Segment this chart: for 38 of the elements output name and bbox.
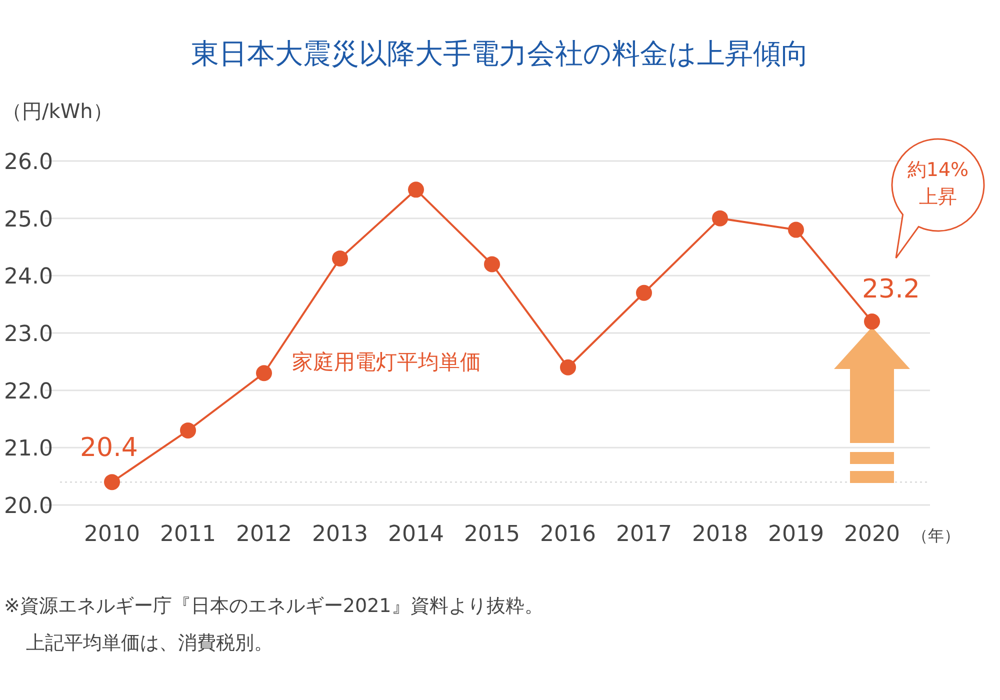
y-tick-label: 24.0 (4, 264, 53, 290)
x-tick-label: 2011 (160, 522, 216, 547)
x-axis-title: （年） (912, 526, 960, 545)
point (256, 365, 272, 382)
point (560, 359, 576, 376)
y-tick-label: 25.0 (4, 207, 53, 232)
data-label: 23.2 (862, 274, 920, 305)
point (712, 210, 728, 226)
point (864, 314, 880, 330)
x-tick-label: 2016 (540, 522, 596, 547)
x-tick-label: 2019 (768, 522, 824, 547)
x-tick-label: 2012 (236, 522, 292, 547)
y-tick-label: 23.0 (4, 322, 53, 347)
text: ※資源エネルギー庁『日本のエネルギー2021』資料より抜粋。 (4, 595, 544, 617)
chart-title: 東日本大震災以降大手電力会社の料金は上昇傾向 (191, 37, 809, 70)
y-tick-label: 20.0 (4, 494, 53, 519)
x-tick-label: 2013 (312, 522, 368, 547)
point (788, 222, 804, 238)
x-tick-label: 2020 (844, 522, 900, 547)
point (332, 250, 348, 266)
x-tick-label: 2017 (616, 522, 672, 547)
x-tick-label: 2010 (84, 522, 140, 547)
x-tick-label: 2018 (692, 522, 748, 547)
y-tick-label: 22.0 (4, 379, 53, 404)
y-axis-title: （円/kWh） (2, 99, 113, 123)
point (180, 422, 196, 438)
annotation: 約14%上昇 (906, 158, 970, 210)
series-label: 家庭用電灯平均単価 (292, 350, 481, 374)
x-tick-label: 2014 (388, 522, 444, 547)
point (408, 182, 424, 198)
x-tick-label: 2015 (464, 522, 520, 547)
data-label: 20.4 (80, 433, 138, 464)
point (104, 474, 120, 490)
text: 上記平均単価は、消費税別。 (26, 632, 273, 654)
y-tick-label: 26.0 (4, 150, 53, 175)
y-tick-label: 21.0 (4, 436, 53, 462)
point (484, 256, 500, 272)
point (636, 284, 652, 301)
